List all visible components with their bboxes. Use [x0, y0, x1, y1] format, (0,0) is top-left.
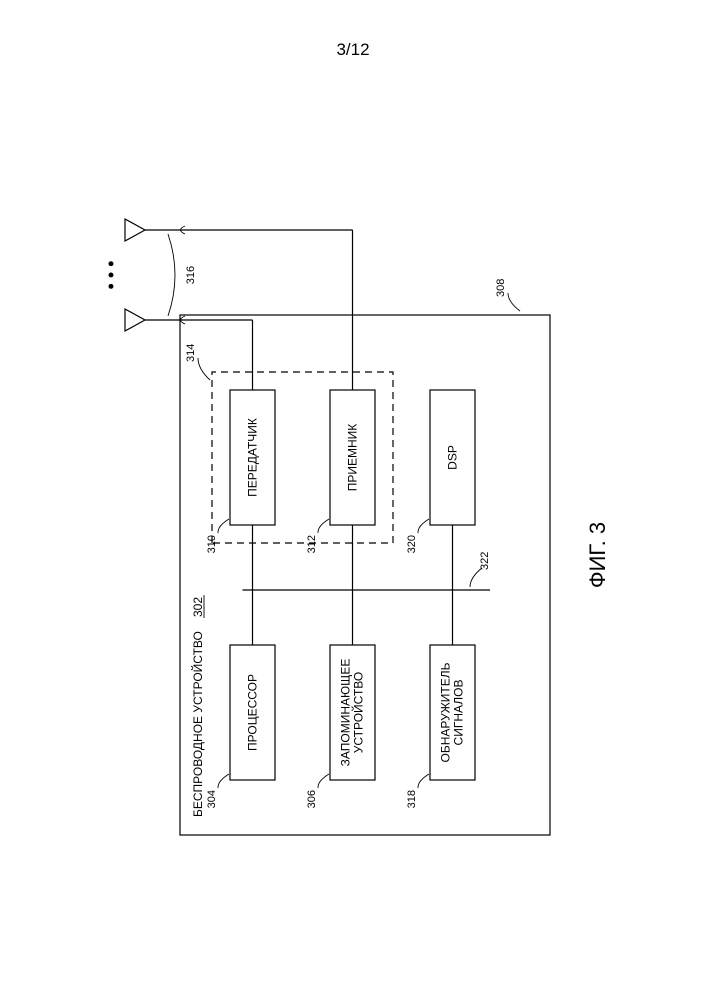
transceiver-box: [212, 372, 393, 543]
label-memory: ЗАПОМИНАЮЩЕЕУСТРОЙСТВО: [339, 659, 366, 767]
leader-308: [508, 293, 520, 311]
label-processor: ПРОЦЕССОР: [246, 674, 260, 751]
leader-318: [418, 774, 429, 788]
ref-318: 318: [406, 790, 418, 808]
ref-320: 320: [406, 535, 418, 553]
leader-310: [218, 519, 229, 533]
ref-304: 304: [206, 790, 218, 808]
ref-314: 314: [185, 344, 197, 362]
page: БЕСПРОВОДНОЕ УСТРОЙСТВО 302 308 314 ПРОЦЕССО…: [0, 0, 707, 1000]
figure-caption: ФИГ. 3: [585, 522, 610, 588]
leader-306: [318, 774, 329, 788]
ref-306: 306: [306, 790, 318, 808]
device-title: БЕСПРОВОДНОЕ УСТРОЙСТВО: [190, 631, 205, 817]
label-dsp: DSP: [446, 445, 460, 470]
leader-320: [418, 519, 429, 533]
label-transmitter: ПЕРЕДАТЧИК: [246, 418, 260, 497]
ref-308: 308: [495, 279, 507, 297]
antenna-icon: [125, 309, 145, 331]
diagram-svg: БЕСПРОВОДНОЕ УСТРОЙСТВО 302 308 314 ПРОЦЕССО…: [0, 0, 707, 1000]
ref-310: 310: [206, 535, 218, 553]
antenna-icon: [125, 219, 145, 241]
leader-304: [218, 774, 229, 788]
page-number: 3/12: [336, 40, 369, 59]
wireless-device-box: [180, 315, 550, 835]
diagram-group: БЕСПРОВОДНОЕ УСТРОЙСТВО 302 308 314 ПРОЦЕССО…: [101, 219, 610, 835]
device-title-ref: 302: [191, 597, 205, 617]
label-receiver: ПРИЕМНИК: [346, 424, 360, 492]
leader-314: [198, 358, 210, 380]
antenna-brace: [168, 234, 175, 316]
ref-322: 322: [479, 552, 491, 570]
leader-312: [318, 519, 329, 533]
label-detector: ОБНАРУЖИТЕЛЬСИГНАЛОВ: [439, 662, 466, 762]
ref-316: 316: [185, 266, 197, 284]
antenna-ellipsis: • • •: [101, 261, 121, 290]
ref-312: 312: [306, 535, 318, 553]
